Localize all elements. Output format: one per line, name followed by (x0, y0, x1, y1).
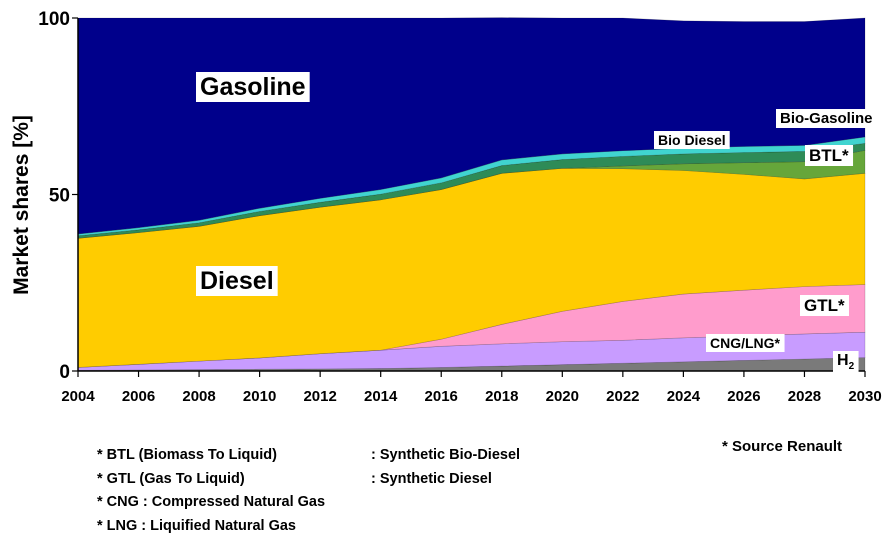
x-tick-label: 2006 (122, 388, 155, 405)
label-gtl: GTL* (800, 295, 849, 316)
x-tick-label: 2018 (485, 388, 518, 405)
source-note: * Source Renault (722, 438, 842, 455)
label-cng-lng-text: CNG/LNG* (710, 335, 781, 351)
y-tick-label: 50 (49, 186, 70, 207)
footnote-gtl: * GTL (Gas To Liquid): Synthetic Diesel (97, 468, 520, 492)
footnote-lng-term: * LNG : Liquified Natural Gas (97, 518, 296, 534)
label-diesel: Diesel (196, 266, 278, 296)
x-tick-label: 2008 (182, 388, 215, 405)
x-tick-label: 2028 (788, 388, 821, 405)
footnote-btl-def: : Synthetic Bio-Diesel (371, 447, 520, 463)
footnote-cng-term: * CNG : Compressed Natural Gas (97, 494, 325, 510)
label-bio-diesel-text: Bio Diesel (658, 132, 726, 148)
x-tick-label: 2022 (606, 388, 639, 405)
footnote-gtl-term: * GTL (Gas To Liquid) (97, 468, 371, 492)
x-tick-label: 2030 (848, 388, 881, 405)
x-tick-label: 2024 (667, 388, 701, 405)
x-tick-label: 2014 (364, 388, 398, 405)
x-tick-label: 2010 (243, 388, 276, 405)
y-axis-title: Market shares [%] (2, 80, 42, 330)
footnotes: * BTL (Biomass To Liquid): Synthetic Bio… (97, 444, 520, 538)
footnote-gtl-def: : Synthetic Diesel (371, 471, 492, 487)
x-tick-label: 2012 (303, 388, 336, 405)
label-h2: H2 (833, 351, 859, 373)
label-gasoline: Gasoline (196, 72, 310, 102)
x-tick-label: 2016 (425, 388, 458, 405)
y-tick-label: 0 (59, 362, 70, 383)
x-tick-label: 2004 (61, 388, 95, 405)
y-axis-title-text: Market shares [%] (10, 115, 34, 295)
y-tick-label: 100 (38, 9, 70, 30)
label-h2-subscript: 2 (849, 361, 855, 372)
label-diesel-text: Diesel (200, 267, 274, 295)
label-gtl-text: GTL* (804, 296, 845, 315)
footnote-lng: * LNG : Liquified Natural Gas (97, 515, 520, 538)
footnote-btl-term: * BTL (Biomass To Liquid) (97, 444, 371, 468)
label-bio-gasoline: Bio-Gasoline (776, 109, 877, 128)
x-tick-label: 2026 (727, 388, 760, 405)
label-gasoline-text: Gasoline (200, 73, 306, 101)
x-tick-label: 2020 (546, 388, 579, 405)
label-cng-lng: CNG/LNG* (706, 334, 785, 352)
label-bio-gasoline-text: Bio-Gasoline (780, 110, 873, 127)
footnote-btl: * BTL (Biomass To Liquid): Synthetic Bio… (97, 444, 520, 468)
label-btl: BTL* (805, 145, 853, 166)
footnote-cng: * CNG : Compressed Natural Gas (97, 491, 520, 515)
label-bio-diesel: Bio Diesel (654, 131, 730, 149)
label-btl-text: BTL* (809, 146, 849, 165)
